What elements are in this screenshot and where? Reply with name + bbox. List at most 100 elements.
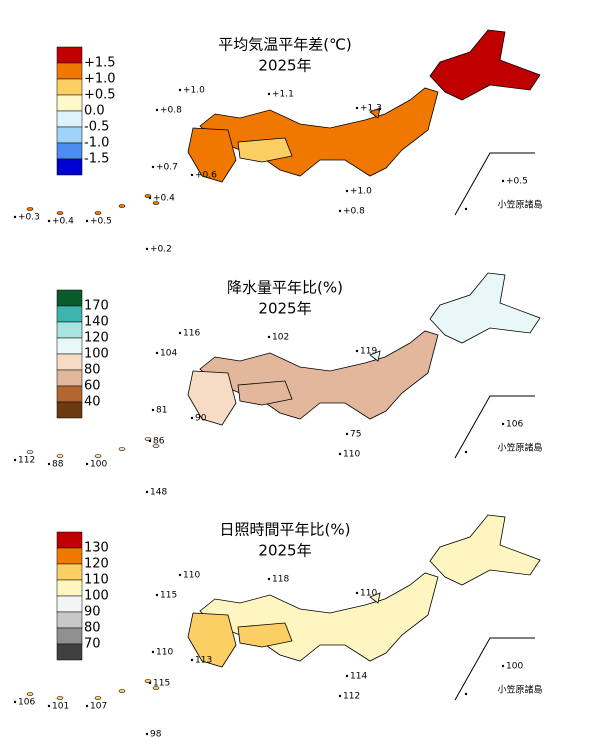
island — [118, 689, 126, 693]
legend-label: 100 — [84, 589, 109, 604]
map-subtitle: 2025年 — [258, 300, 311, 318]
island — [94, 696, 102, 700]
inset-label: 小笠原諸島 — [497, 199, 542, 211]
station-label: 116 — [183, 329, 200, 339]
region — [369, 592, 381, 604]
island — [26, 450, 34, 454]
station-label: 101 — [52, 702, 69, 712]
station-label: +0.5 — [90, 217, 112, 227]
legend-label: 70 — [84, 637, 101, 652]
island — [26, 692, 34, 696]
island — [118, 447, 126, 451]
map-title: 日照時間平年比(%) — [220, 521, 351, 539]
station-label: 104 — [160, 349, 177, 359]
station-dot — [148, 439, 152, 443]
map-title: 平均気温平年差(℃) — [218, 36, 352, 54]
station-dot — [190, 658, 194, 662]
legend-label: 40 — [84, 395, 101, 410]
station-dot — [178, 88, 182, 92]
legend-label: 100 — [84, 347, 109, 362]
station-dot — [47, 462, 51, 466]
station-dot — [345, 189, 349, 193]
station-dot — [47, 704, 51, 708]
region — [187, 370, 237, 426]
legend-label: -1.0 — [84, 136, 109, 151]
region — [369, 350, 381, 362]
island — [144, 679, 152, 683]
station-label: +0.8 — [343, 207, 365, 217]
station-dot — [190, 416, 194, 420]
legend-swatch — [56, 531, 83, 549]
station-dot — [13, 700, 17, 704]
station-label: 107 — [90, 702, 107, 712]
station-dot — [345, 432, 349, 436]
station-label: 115 — [153, 679, 170, 689]
inset-border — [454, 395, 535, 459]
legend-label: 0.0 — [84, 104, 105, 119]
map-subtitle: 2025年 — [258, 542, 311, 560]
station-label: 90 — [195, 414, 207, 424]
island — [56, 211, 64, 215]
station-label: +1.1 — [272, 90, 294, 100]
station-dot — [267, 577, 271, 581]
map-title: 降水量平年比(%) — [227, 279, 343, 297]
legend-swatch — [56, 627, 83, 645]
station-label: 115 — [160, 591, 177, 601]
legend-label: 80 — [84, 621, 101, 636]
legend-label: 90 — [84, 605, 101, 620]
station-label: 106 — [18, 698, 35, 708]
station-dot — [151, 165, 155, 169]
station-dot — [85, 462, 89, 466]
station-dot — [155, 108, 159, 112]
map-panel: 降水量平年比(%)2025年小笠原諸島170140120100806040116… — [13, 272, 543, 498]
station-dot — [148, 196, 152, 200]
island — [56, 696, 64, 700]
region — [429, 514, 541, 586]
station-dot — [155, 593, 159, 597]
station-dot — [178, 573, 182, 577]
legend-label: -1.5 — [84, 152, 109, 167]
legend-swatch — [56, 158, 83, 176]
station-label: 88 — [52, 460, 64, 470]
station-dot — [501, 179, 505, 183]
station-dot — [267, 92, 271, 96]
station-label: 98 — [150, 730, 162, 740]
legend-label: 60 — [84, 379, 101, 394]
station-dot — [355, 106, 359, 110]
station-dot — [148, 681, 152, 685]
station-label: +0.2 — [150, 245, 172, 255]
legend-swatch — [56, 305, 83, 323]
station-label: 110 — [343, 450, 360, 460]
inset-border — [454, 637, 535, 701]
legend-swatch — [56, 547, 83, 565]
legend-label: 110 — [84, 573, 109, 588]
island — [56, 454, 64, 458]
legend-swatch — [56, 142, 83, 160]
station-dot — [85, 704, 89, 708]
station-dot — [13, 458, 17, 462]
legend-swatch — [56, 46, 83, 64]
region — [199, 330, 439, 420]
station-dot — [338, 694, 342, 698]
station-dot — [47, 219, 51, 223]
island — [144, 437, 152, 441]
legend-swatch — [56, 643, 83, 661]
island — [118, 204, 126, 208]
map-panel: 平均気温平年差(℃)2025年小笠原諸島+1.5+1.0+0.50.0-0.5-… — [13, 29, 543, 255]
station-dot — [355, 591, 359, 595]
legend-label: -0.5 — [84, 120, 109, 135]
inset-border — [454, 152, 535, 216]
station-label: +1.3 — [360, 104, 382, 114]
legend-label: 120 — [84, 331, 109, 346]
legend-swatch — [56, 337, 83, 355]
station-label: 81 — [156, 406, 167, 416]
station-dot — [13, 215, 17, 219]
station-label: 113 — [195, 656, 212, 666]
region — [199, 572, 439, 662]
station-label: 112 — [343, 692, 360, 702]
legend-swatch — [56, 62, 83, 80]
station-label: +1.0 — [350, 187, 372, 197]
station-dot — [178, 331, 182, 335]
station-dot — [145, 490, 149, 494]
